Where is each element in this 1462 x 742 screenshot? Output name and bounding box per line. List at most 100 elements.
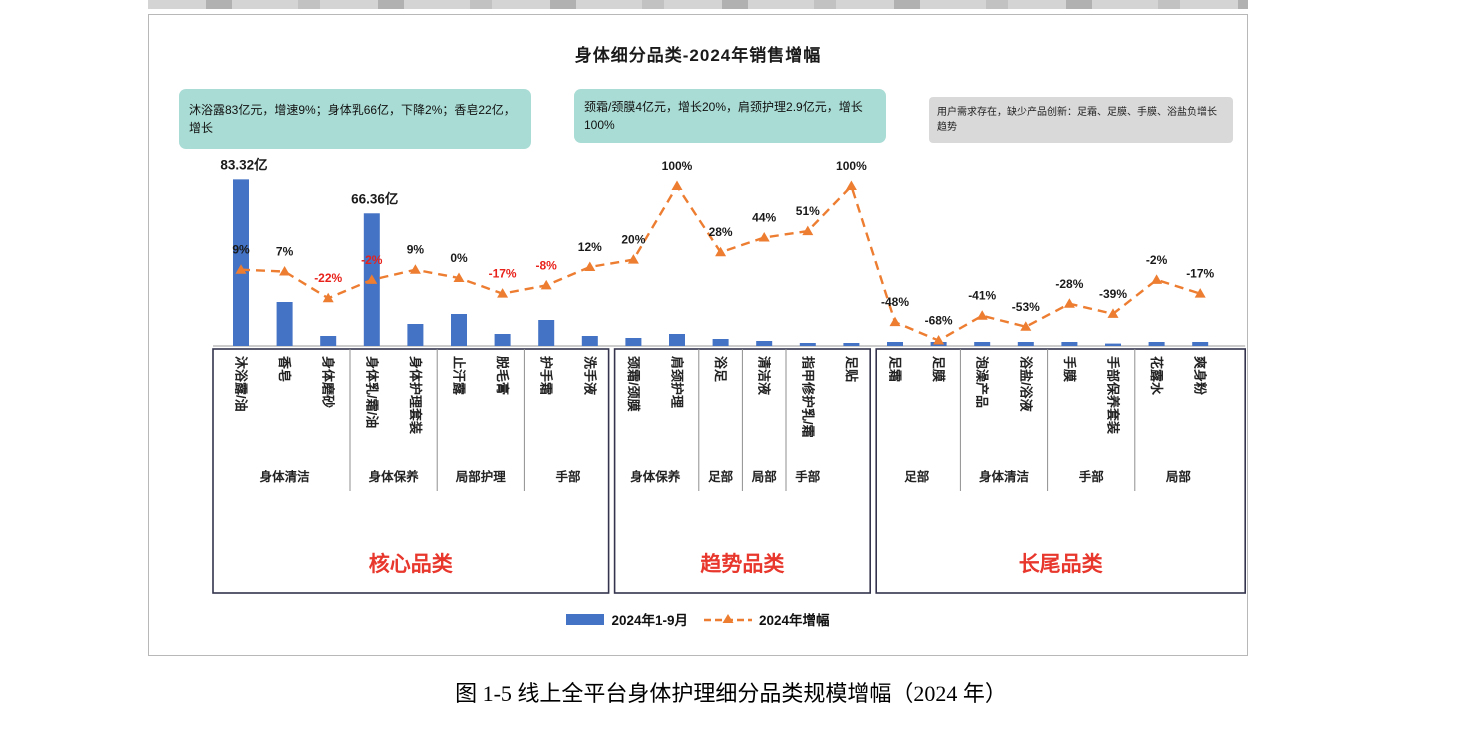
line-marker	[1151, 274, 1163, 284]
growth-label: -53%	[1012, 300, 1040, 314]
bar	[494, 334, 511, 346]
group-label: 核心品类	[369, 552, 454, 576]
bar	[799, 343, 816, 346]
category-label: 止汗露	[452, 356, 467, 396]
growth-label: -2%	[361, 253, 383, 267]
category-label: 足霜	[888, 356, 903, 382]
chart-legend: 2024年1-9月 2024年增幅	[149, 609, 1247, 629]
line-marker	[715, 246, 727, 257]
growth-label: -8%	[536, 258, 558, 272]
growth-label: 100%	[662, 159, 693, 173]
line-marker	[279, 266, 291, 276]
group-label: 长尾品类	[1019, 553, 1104, 576]
line-marker	[933, 335, 945, 345]
growth-label: -39%	[1099, 287, 1127, 301]
line-marker	[671, 180, 683, 190]
growth-label: -68%	[925, 314, 953, 328]
line-marker	[758, 232, 770, 242]
category-label: 颈霜/颈膜	[626, 356, 641, 412]
bar	[1105, 343, 1121, 346]
category-label: 浴足	[713, 356, 728, 383]
line-marker	[802, 225, 814, 236]
bar	[1061, 342, 1078, 346]
subgroup-label: 足部	[904, 469, 930, 484]
subgroup-label: 足部	[708, 469, 734, 484]
subgroup-label: 身体清洁	[979, 469, 1030, 484]
line-marker	[497, 288, 509, 298]
growth-label: -41%	[968, 289, 996, 303]
growth-label: -22%	[314, 271, 342, 285]
legend-bar-swatch	[566, 613, 605, 625]
growth-label: 28%	[709, 225, 733, 239]
bar	[1192, 342, 1209, 346]
subgroup-label: 身体清洁	[260, 469, 311, 484]
growth-label: 7%	[276, 245, 294, 259]
category-label: 足膜	[931, 356, 946, 382]
category-label: 爽身粉	[1193, 356, 1208, 395]
line-marker	[1107, 308, 1119, 318]
category-label: 手部保养套装	[1106, 356, 1121, 434]
category-label: 指甲修护乳/霜	[800, 356, 815, 438]
category-label: 香皂	[277, 355, 292, 382]
bar	[843, 343, 860, 346]
bar	[625, 338, 642, 346]
category-label: 花露水	[1149, 356, 1164, 396]
line-marker	[1194, 288, 1206, 298]
bar	[581, 336, 598, 346]
bar	[974, 342, 991, 346]
line-marker	[976, 310, 988, 320]
category-label: 身体磨砂	[321, 356, 336, 408]
bar-value-label: 83.32亿	[220, 156, 267, 172]
line-marker	[453, 272, 465, 282]
legend-line-label: 2024年增幅	[759, 613, 830, 628]
legend-item-bar: 2024年1-9月	[566, 609, 688, 629]
subgroup-label: 手部	[1079, 469, 1105, 484]
growth-label: 0%	[450, 251, 468, 265]
annotation-core-categories: 沐浴露83亿元，增速9%；身体乳66亿，下降2%；香皂22亿，增长	[179, 89, 531, 149]
line-marker	[540, 279, 552, 290]
line-marker	[322, 292, 334, 303]
category-label: 洗手液	[582, 356, 597, 395]
growth-label: 20%	[621, 233, 645, 247]
group-label: 趋势品类	[700, 553, 785, 576]
growth-label: -2%	[1146, 253, 1168, 267]
growth-label: -28%	[1055, 277, 1083, 291]
subgroup-label: 局部	[1166, 469, 1192, 484]
bar	[407, 324, 424, 346]
annotation-trend-categories: 颈霜/颈膜4亿元，增长20%，肩颈护理2.9亿元，增长100%	[574, 89, 886, 143]
chart-title: 身体细分品类-2024年销售增幅	[574, 46, 822, 65]
line-marker	[845, 180, 857, 190]
growth-label: 12%	[578, 240, 602, 254]
growth-label: -17%	[1186, 267, 1214, 281]
chart-card: 身体细分品类-2024年销售增幅 沐浴露83亿元，增速9%；身体乳66亿，下降2…	[148, 14, 1248, 656]
growth-label: 9%	[407, 243, 425, 257]
category-label: 身体乳/霜/油	[364, 356, 379, 428]
bar	[320, 336, 337, 346]
growth-label: 44%	[752, 211, 776, 225]
category-label: 肩颈护理	[670, 356, 685, 408]
subgroup-label: 局部	[752, 469, 778, 484]
subgroup-label: 手部	[795, 469, 821, 484]
legend-bar-label: 2024年1-9月	[611, 613, 688, 628]
subgroup-label: 手部	[555, 469, 581, 484]
legend-line-swatch	[704, 614, 752, 623]
legend-item-line: 2024年增幅	[704, 609, 830, 629]
category-label: 浴盐/浴液	[1018, 356, 1033, 412]
category-label: 泡澡产品	[975, 356, 990, 408]
bar	[233, 179, 249, 346]
line-marker	[584, 261, 596, 271]
bar	[712, 339, 729, 346]
annotation-longtail-categories: 用户需求存在，缺少产品创新：足霜、足膜、手膜、浴盐负增长趋势	[929, 97, 1233, 143]
bar	[451, 314, 467, 346]
subgroup-label: 身体保养	[369, 469, 420, 484]
category-label: 清洁液	[757, 356, 772, 395]
bar	[538, 320, 555, 346]
line-marker	[235, 264, 247, 274]
growth-label: -48%	[881, 295, 909, 309]
figure-caption: 图 1-5 线上全平台身体护理细分品类规模增幅（2024 年）	[455, 681, 1007, 706]
category-label: 手膜	[1062, 356, 1077, 382]
group-box-3	[875, 348, 1247, 594]
page-top-edge	[148, 0, 1248, 9]
category-label: 沐浴露/油	[234, 356, 249, 412]
